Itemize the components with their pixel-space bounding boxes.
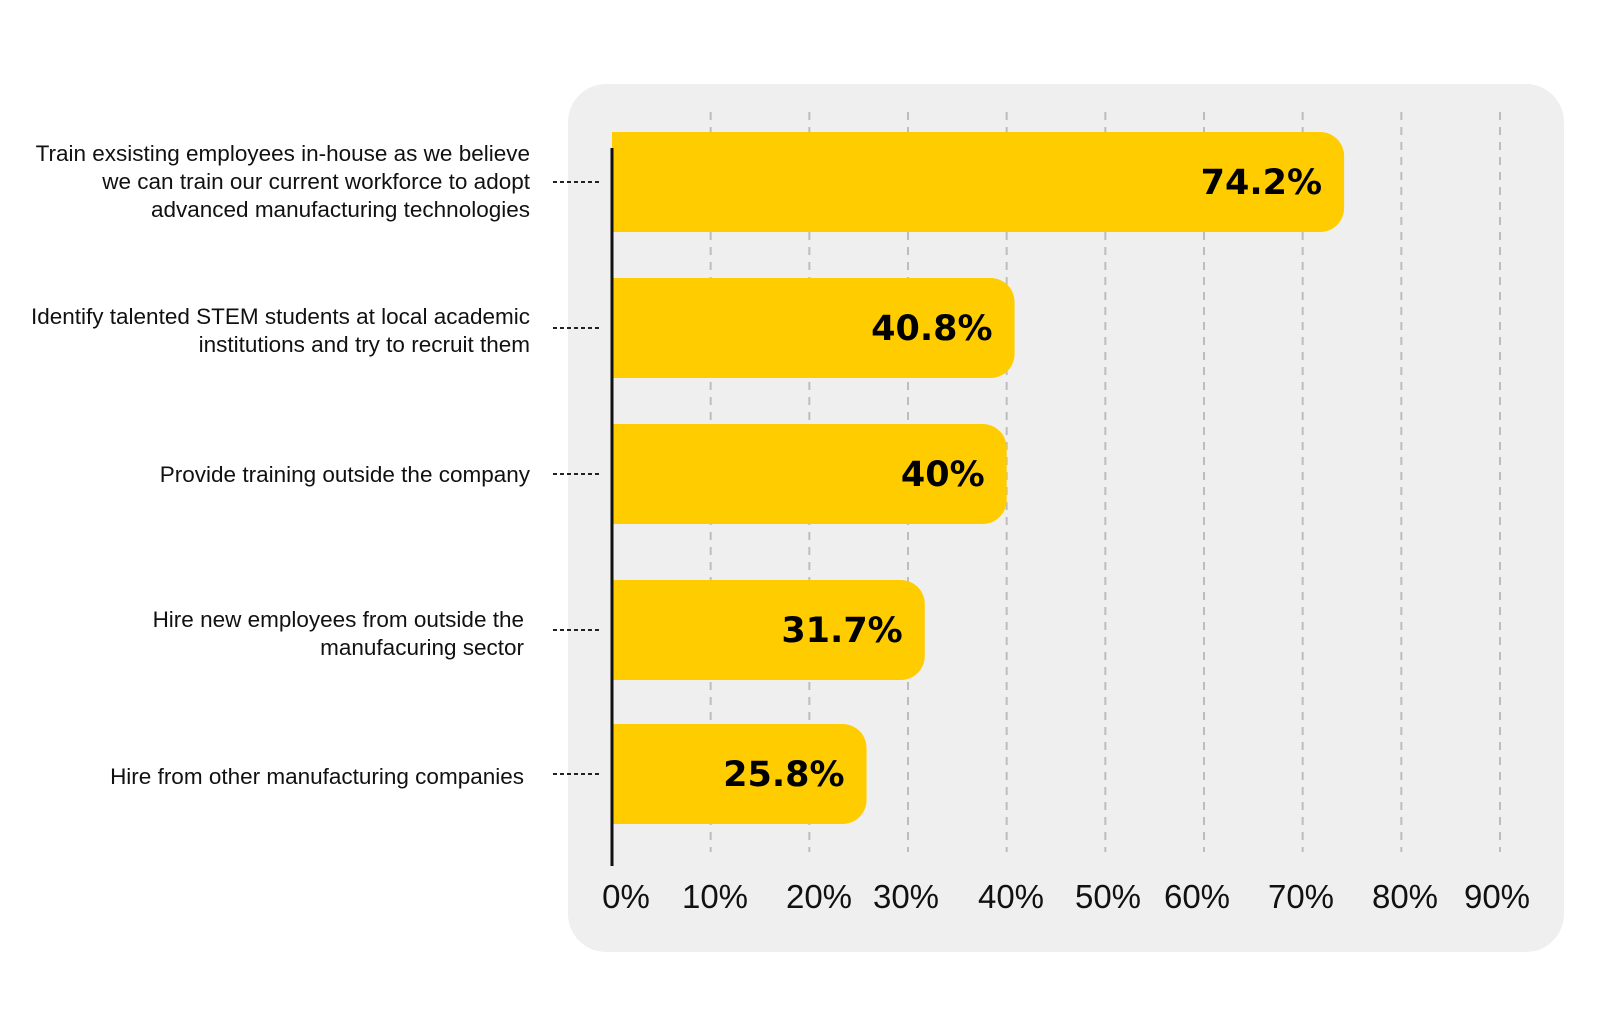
x-tick-label: 30% <box>873 878 939 915</box>
bar-left-edge <box>612 278 642 378</box>
category-labels: Train exsisting employees in-house as we… <box>0 0 530 1030</box>
bar <box>612 580 925 680</box>
category-label: Hire new employees from outside the manu… <box>152 607 524 660</box>
bar <box>612 278 1015 378</box>
category-label: Train exsisting employees in-house as we… <box>35 141 530 222</box>
x-tick-label: 80% <box>1372 878 1438 915</box>
bar <box>612 132 1345 232</box>
value-label: 74.2% <box>1201 163 1322 203</box>
value-label: 40% <box>901 455 985 495</box>
bar-left-edge <box>612 132 642 232</box>
category-label: Provide training outside the company <box>159 462 530 487</box>
bar-left-edge <box>612 580 642 680</box>
bar <box>612 424 1007 524</box>
x-tick-label: 50% <box>1075 878 1141 915</box>
bar-left-edge <box>612 724 642 824</box>
x-tick-label: 70% <box>1268 878 1334 915</box>
x-tick-label: 10% <box>682 878 748 915</box>
category-label: Identify talented STEM students at local… <box>30 304 530 357</box>
bar-left-edge <box>612 424 642 524</box>
category-label: Hire from other manufacturing companies <box>110 764 524 789</box>
value-label: 31.7% <box>781 611 902 651</box>
x-tick-label: 40% <box>978 878 1044 915</box>
value-label: 25.8% <box>723 755 844 795</box>
bar <box>612 724 867 824</box>
value-label: 40.8% <box>871 309 992 349</box>
x-tick-label: 90% <box>1464 878 1530 915</box>
x-tick-label: 20% <box>786 878 852 915</box>
x-tick-label: 60% <box>1164 878 1230 915</box>
x-tick-label: 0% <box>602 878 650 915</box>
